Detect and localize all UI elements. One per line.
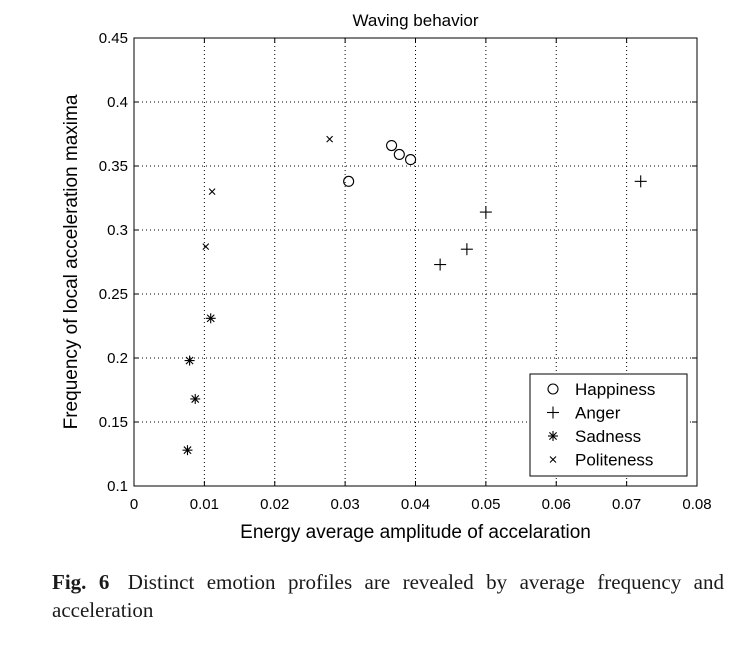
data-point-sadness [190,393,201,404]
x-tick-label: 0.02 [260,496,289,513]
axis-ticks: 0 0.01 0.02 0.03 0.04 0.05 0.06 0.07 0.08 0.1 0.15… [99,30,712,513]
data-point-happiness [386,139,398,152]
data-point-sadness [184,355,195,366]
y-tick-label: 0.3 [107,222,128,239]
legend-marker-sadness [548,431,558,441]
legend-label: Sadness [575,427,641,446]
scatter-chart: 0 0.01 0.02 0.03 0.04 0.05 0.06 0.07 0.08 0.1 0.15… [61,11,712,543]
data-point-politeness [202,243,210,251]
x-tick-label: 0.04 [401,496,430,513]
figure-label: Fig. 6 [52,570,110,594]
legend-label: Happiness [575,380,655,399]
y-tick-label: 0.35 [99,158,128,175]
y-tick-label: 0.25 [99,286,128,303]
data-point-happiness [393,148,405,161]
legend-box [529,373,688,477]
data-point-sadness [205,313,216,324]
data-point-anger [634,175,647,188]
data-point-politeness [208,188,216,195]
y-tick-label: 0.45 [99,30,128,47]
data-point-happiness [405,154,417,166]
data-point-politeness [326,135,334,143]
x-tick-label: 0.01 [190,496,219,513]
chart-title: Waving behavior [353,11,479,30]
data-point-anger [434,258,447,271]
caption-text: Distinct emotion profiles are revealed b… [52,570,724,622]
y-tick-label: 0.4 [107,94,128,111]
legend-label: Anger [575,404,621,423]
legend-marker-anger [547,406,559,419]
x-tick-label: 0.07 [612,496,641,513]
y-axis-label: Frequency of local acceleration maxima [61,94,82,429]
legend-label: Politeness [575,451,653,470]
legend-marker-happiness [547,383,559,395]
data-point-happiness [343,175,355,187]
y-tick-label: 0.1 [107,478,128,495]
x-tick-label: 0.06 [542,496,571,513]
legend: Happiness Anger Sadness Politeness [529,373,688,477]
data-point-sadness [182,445,193,456]
grid-lines [134,38,697,486]
y-tick-label: 0.2 [107,350,128,367]
data-point-anger [460,243,473,256]
x-tick-label: 0.08 [682,496,711,513]
x-axis-label: Energy average amplitude of accelaration [240,522,591,543]
y-tick-label: 0.15 [99,414,128,431]
x-tick-label: 0.05 [471,496,500,513]
legend-marker-politeness [549,456,557,463]
x-tick-label: 0.03 [331,496,360,513]
data-points [182,135,647,456]
data-point-anger [479,206,492,219]
figure-caption: Fig. 6 Distinct emotion profiles are rev… [52,568,724,624]
x-tick-label: 0 [130,496,138,513]
